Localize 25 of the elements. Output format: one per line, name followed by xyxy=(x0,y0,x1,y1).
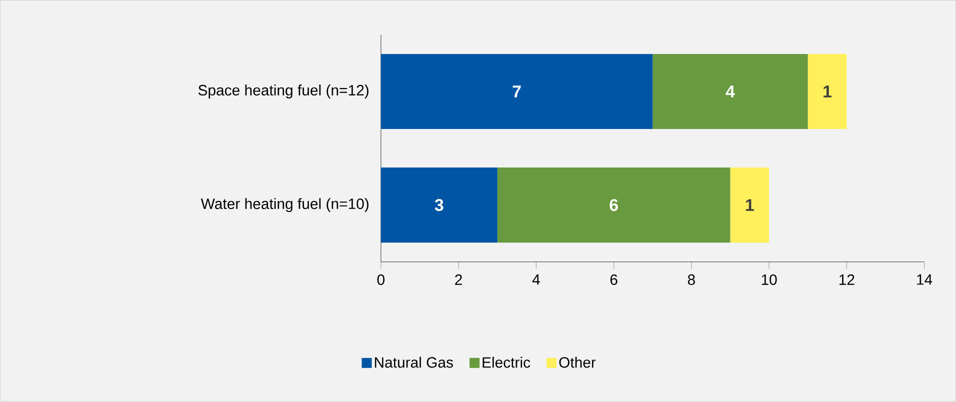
bar xyxy=(380,54,653,130)
legend-label: Electric xyxy=(482,356,530,368)
legend-label: Natural Gas xyxy=(374,356,453,368)
x-tick-label: 12 xyxy=(839,274,854,285)
y-tick-label: Space heating fuel (n=12) xyxy=(198,84,368,99)
bar xyxy=(808,54,847,130)
x-tick-label: 4 xyxy=(532,274,540,285)
data-label: 3 xyxy=(434,199,444,212)
bar xyxy=(380,168,498,243)
data-label: 1 xyxy=(746,199,754,212)
x-tick-label: 2 xyxy=(455,274,462,285)
bar xyxy=(497,168,730,243)
legend-label: Other xyxy=(559,356,596,368)
x-tick-label: 10 xyxy=(762,274,777,286)
bar xyxy=(652,54,808,130)
x-tick-label: 8 xyxy=(688,274,695,286)
x-tick-label: 6 xyxy=(610,274,618,286)
data-label: 4 xyxy=(726,86,735,98)
data-label: 6 xyxy=(610,199,618,212)
x-tick-label: 0 xyxy=(377,274,385,286)
x-tick-label: 14 xyxy=(917,274,932,285)
y-tick-label: Water heating fuel (n=10) xyxy=(200,198,368,212)
data-label: 1 xyxy=(824,86,832,98)
bar xyxy=(730,168,770,243)
data-label: 7 xyxy=(512,86,521,98)
